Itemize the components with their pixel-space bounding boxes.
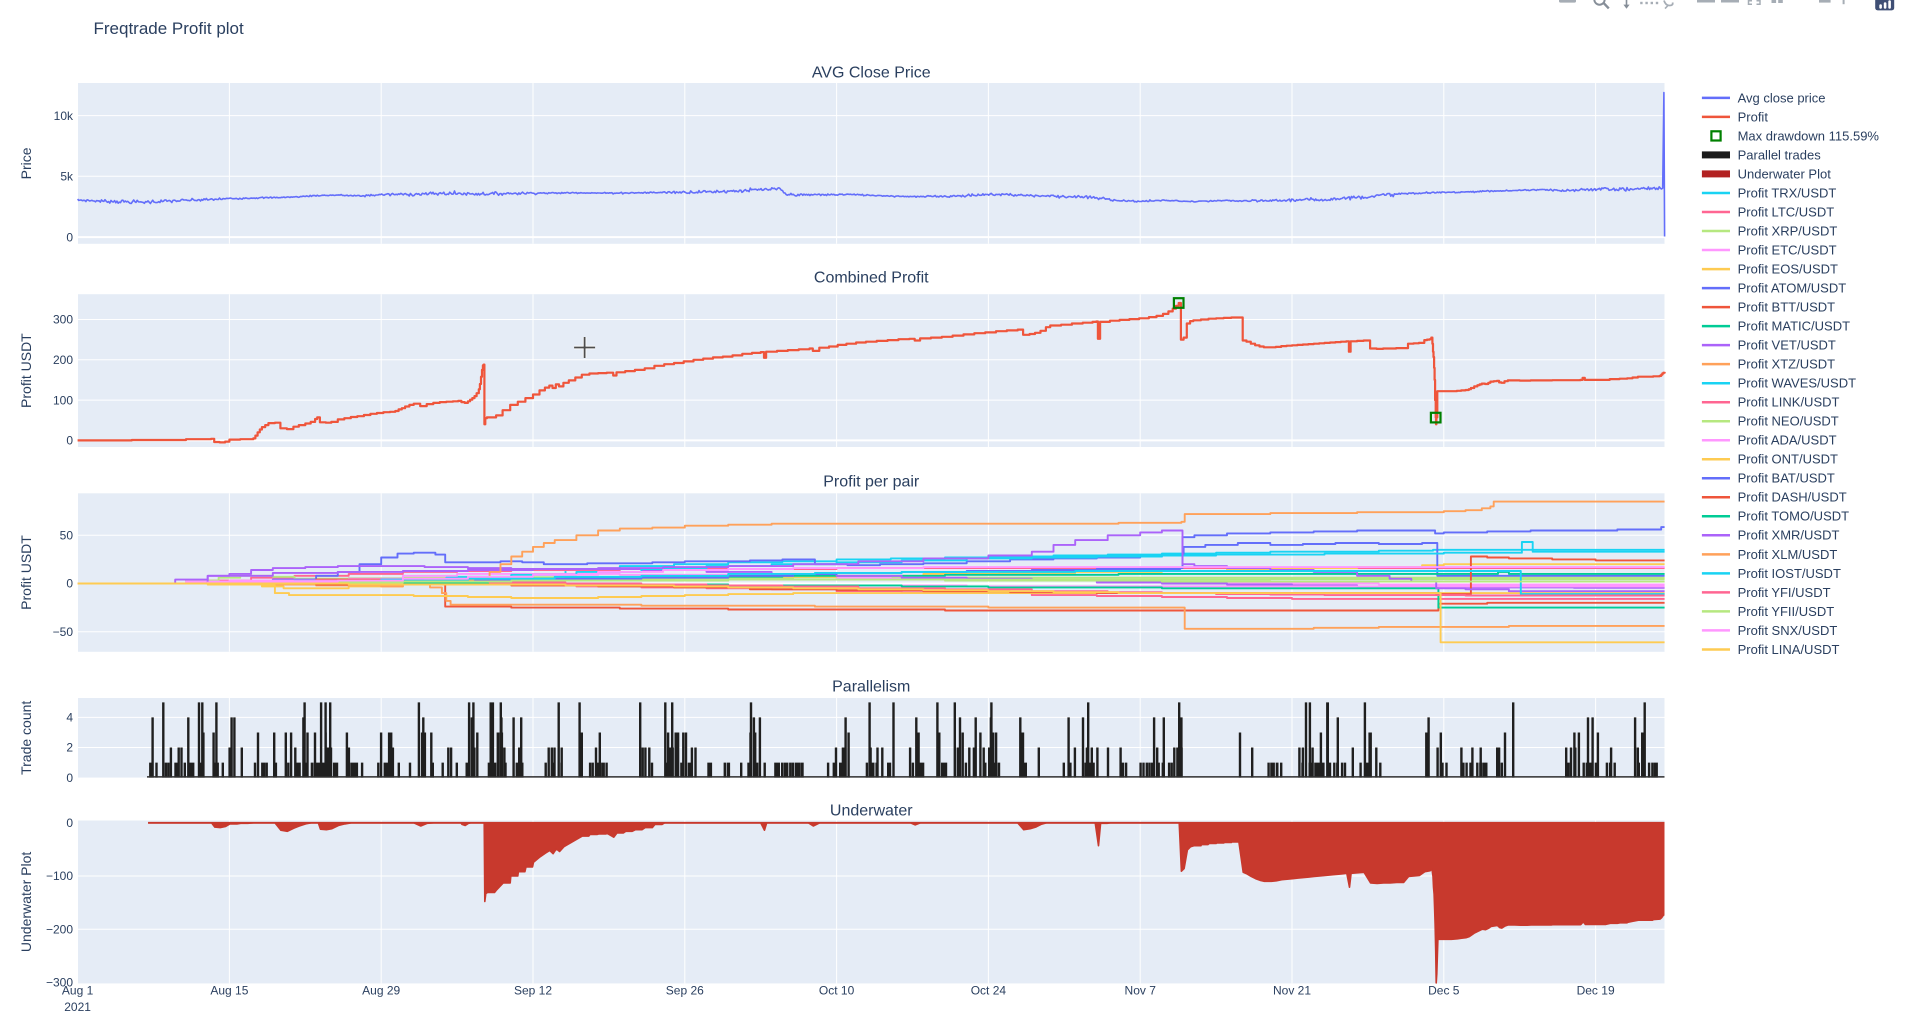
svg-text:10k: 10k [54, 109, 74, 123]
svg-text:−300: −300 [46, 976, 73, 990]
svg-text:2: 2 [66, 741, 73, 755]
svg-text:Profit XRP/USDT: Profit XRP/USDT [1738, 223, 1838, 238]
svg-text:AVG Close Price: AVG Close Price [812, 65, 931, 82]
svg-text:Underwater Plot: Underwater Plot [18, 852, 34, 952]
svg-text:Profit YFI/USDT: Profit YFI/USDT [1738, 585, 1831, 600]
svg-text:Profit IOST/USDT: Profit IOST/USDT [1738, 566, 1841, 581]
svg-text:Parallelism: Parallelism [832, 679, 910, 696]
svg-text:Dec 5: Dec 5 [1428, 984, 1460, 998]
svg-text:4: 4 [66, 711, 73, 725]
svg-text:Profit XMR/USDT: Profit XMR/USDT [1738, 528, 1840, 543]
svg-text:Profit NEO/USDT: Profit NEO/USDT [1738, 414, 1839, 429]
svg-text:Profit YFII/USDT: Profit YFII/USDT [1738, 604, 1835, 619]
svg-text:Avg close price: Avg close price [1738, 90, 1826, 105]
svg-text:Profit ATOM/USDT: Profit ATOM/USDT [1738, 280, 1847, 295]
svg-text:100: 100 [53, 393, 73, 407]
svg-text:Aug 29: Aug 29 [362, 984, 400, 998]
svg-text:Profit per pair: Profit per pair [823, 474, 920, 491]
svg-text:Profit XTZ/USDT: Profit XTZ/USDT [1738, 357, 1836, 372]
svg-text:0: 0 [66, 434, 73, 448]
svg-text:Profit BTT/USDT: Profit BTT/USDT [1738, 299, 1836, 314]
svg-text:Profit ADA/USDT: Profit ADA/USDT [1738, 433, 1837, 448]
svg-text:0: 0 [66, 230, 73, 244]
svg-text:Sep 12: Sep 12 [514, 984, 552, 998]
svg-text:Oct 10: Oct 10 [819, 984, 855, 998]
svg-text:Profit LINK/USDT: Profit LINK/USDT [1738, 395, 1840, 410]
svg-text:300: 300 [53, 313, 73, 327]
svg-text:200: 200 [53, 353, 73, 367]
svg-text:Profit WAVES/USDT: Profit WAVES/USDT [1738, 376, 1857, 391]
svg-text:Profit USDT: Profit USDT [18, 535, 34, 610]
svg-text:Profit TOMO/USDT: Profit TOMO/USDT [1738, 509, 1850, 524]
svg-text:Nov 7: Nov 7 [1125, 984, 1157, 998]
svg-text:Profit MATIC/USDT: Profit MATIC/USDT [1738, 319, 1850, 334]
svg-text:Profit VET/USDT: Profit VET/USDT [1738, 338, 1836, 353]
svg-text:Oct 24: Oct 24 [971, 984, 1007, 998]
svg-text:−50: −50 [53, 625, 74, 639]
svg-text:Price: Price [18, 147, 34, 179]
svg-text:5k: 5k [60, 170, 74, 184]
svg-text:0: 0 [66, 577, 73, 591]
svg-text:Profit LINA/USDT: Profit LINA/USDT [1738, 642, 1840, 657]
svg-text:Profit XLM/USDT: Profit XLM/USDT [1738, 547, 1838, 562]
svg-text:Profit TRX/USDT: Profit TRX/USDT [1738, 185, 1837, 200]
svg-text:−100: −100 [46, 869, 73, 883]
svg-text:Profit SNX/USDT: Profit SNX/USDT [1738, 623, 1838, 638]
svg-text:Profit ONT/USDT: Profit ONT/USDT [1738, 452, 1838, 467]
svg-text:Dec 19: Dec 19 [1577, 984, 1615, 998]
svg-text:Aug 1: Aug 1 [62, 984, 94, 998]
svg-text:Profit ETC/USDT: Profit ETC/USDT [1738, 242, 1837, 257]
svg-text:−200: −200 [46, 922, 73, 936]
svg-text:Combined Profit: Combined Profit [814, 270, 929, 287]
svg-text:Profit DASH/USDT: Profit DASH/USDT [1738, 490, 1847, 505]
svg-text:Parallel trades: Parallel trades [1738, 147, 1822, 162]
svg-text:Underwater Plot: Underwater Plot [1738, 166, 1832, 181]
svg-text:2021: 2021 [64, 1000, 91, 1014]
svg-text:Freqtrade Profit plot: Freqtrade Profit plot [94, 19, 245, 38]
svg-text:0: 0 [66, 816, 73, 830]
svg-text:Nov 21: Nov 21 [1273, 984, 1311, 998]
svg-text:Trade count: Trade count [18, 701, 34, 775]
svg-text:50: 50 [60, 529, 74, 543]
svg-text:Max drawdown 115.59%: Max drawdown 115.59% [1738, 128, 1880, 143]
svg-text:Profit LTC/USDT: Profit LTC/USDT [1738, 204, 1835, 219]
svg-text:0: 0 [66, 771, 73, 785]
svg-text:Underwater: Underwater [830, 803, 913, 820]
svg-text:Profit: Profit [1738, 109, 1769, 124]
svg-text:Profit EOS/USDT: Profit EOS/USDT [1738, 261, 1838, 276]
svg-text:Profit USDT: Profit USDT [18, 333, 34, 408]
svg-text:Sep 26: Sep 26 [666, 984, 704, 998]
svg-text:Aug 15: Aug 15 [210, 984, 248, 998]
svg-text:Profit BAT/USDT: Profit BAT/USDT [1738, 471, 1835, 486]
